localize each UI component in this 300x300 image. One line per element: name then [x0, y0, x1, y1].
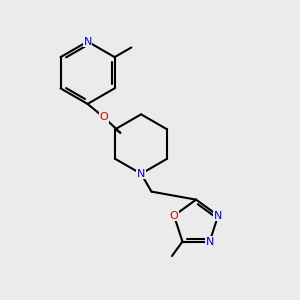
- Text: O: O: [169, 211, 178, 221]
- Text: N: N: [214, 211, 222, 221]
- Text: N: N: [137, 169, 145, 179]
- Text: N: N: [83, 37, 92, 46]
- Text: O: O: [100, 112, 108, 122]
- Text: N: N: [206, 237, 214, 247]
